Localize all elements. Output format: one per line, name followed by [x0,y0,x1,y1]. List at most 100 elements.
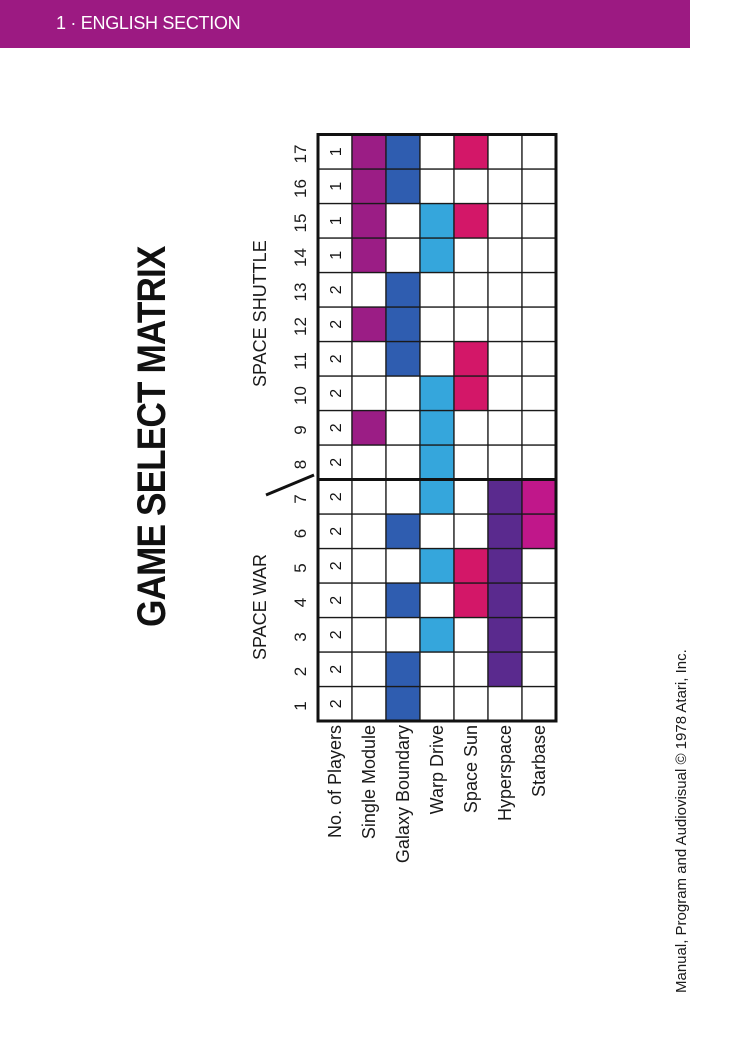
row-label: Warp Drive [427,725,447,815]
matrix-cell-filled [385,133,421,170]
matrix-cell [453,685,489,722]
matrix-cell [521,582,557,619]
matrix-cell-filled [385,340,421,377]
matrix-cell-filled [419,547,455,584]
matrix-cell [453,513,489,550]
matrix-cell [351,375,387,412]
column-number: 4 [291,597,310,608]
matrix-cell-filled [453,582,489,619]
matrix-cell [521,271,557,308]
matrix-cell [453,651,489,688]
matrix-cell [419,651,455,688]
matrix-cell-filled [419,237,455,274]
matrix-cell [487,202,523,239]
players-count: 1 [328,251,345,260]
matrix-cell [487,168,523,205]
matrix-cell [521,685,557,722]
players-count: 2 [328,423,345,432]
matrix-cell [351,340,387,377]
matrix-cell [521,375,557,412]
column-number: 1 [291,701,310,711]
matrix-cell [487,409,523,446]
grid-border [316,133,558,723]
column-number: 15 [291,213,310,233]
copyright-notice: Manual, Program and Audiovisual © 1978 A… [673,649,690,993]
column-number: 13 [291,282,310,302]
matrix-cell [419,513,455,550]
column-number: 16 [291,179,310,198]
matrix-cell [419,685,455,722]
matrix-cell [521,616,557,653]
column-number: 17 [291,144,310,164]
players-count: 2 [328,561,345,570]
matrix-cell [453,478,489,515]
column-number: 6 [291,528,310,539]
matrix-cell-filled [487,616,523,653]
matrix-cell [487,306,523,343]
matrix-cell [453,168,489,205]
matrix-cell-filled [419,444,455,481]
matrix-cell [453,271,489,308]
section-label: 1 · ENGLISH SECTION [56,13,241,33]
matrix-cell-filled [453,340,489,377]
matrix-cell [521,168,557,205]
players-count: 2 [328,285,345,294]
matrix-cell-filled [521,513,557,550]
matrix-cell [453,616,489,653]
column-number: 11 [291,352,310,370]
matrix-cell-filled [419,409,455,446]
group-separator-slash [265,474,315,497]
matrix-cell [351,547,387,584]
matrix-cell [521,340,557,377]
matrix-cell-filled [385,582,421,619]
players-count: 1 [328,216,345,225]
matrix-cell [521,237,557,274]
matrix-cell-filled [351,202,387,239]
matrix-cell-filled [385,685,421,722]
players-count: 2 [328,492,345,501]
matrix-cell [419,271,455,308]
matrix-cell [385,616,421,653]
matrix-cell [521,202,557,239]
matrix-cell [419,168,455,205]
matrix-cell-filled [453,547,489,584]
matrix-cell [453,444,489,481]
matrix-cell-filled [419,478,455,515]
game-select-grid: 2 2 2 2 2 2 2 2 2 2 2 2 2 1 1 1 1 [316,133,558,723]
matrix-cell-filled [385,306,421,343]
matrix-cell [487,444,523,481]
row-label: No. of Players [325,725,345,839]
matrix-cell [351,616,387,653]
matrix-cell [385,478,421,515]
row-label: Single Module [359,725,379,840]
matrix-cell [521,444,557,481]
players-count: 2 [328,320,345,329]
matrix-cell [385,547,421,584]
matrix-cell-filled [487,547,523,584]
matrix-cell [521,409,557,446]
matrix-cell-filled [521,478,557,515]
players-count: 2 [328,630,345,639]
matrix-cell-filled [453,375,489,412]
matrix-cell-filled [385,271,421,308]
header-bar: 1 · ENGLISH SECTION [0,0,690,48]
players-count: 2 [328,665,345,674]
matrix-cell [419,340,455,377]
matrix-cell-filled [419,375,455,412]
matrix-cell-filled [385,651,421,688]
matrix-cell-filled [351,237,387,274]
matrix-cell [419,582,455,619]
matrix-cell [385,237,421,274]
column-number: 2 [291,666,310,677]
matrix-cell [351,478,387,515]
matrix-cell-filled [487,582,523,619]
matrix-cell [487,133,523,170]
matrix-cell [521,651,557,688]
matrix-cell-filled [351,306,387,343]
matrix-cell-filled [351,409,387,446]
matrix-cell [385,375,421,412]
matrix-cell [351,271,387,308]
players-count: 2 [328,699,345,708]
column-number: 3 [291,632,310,642]
